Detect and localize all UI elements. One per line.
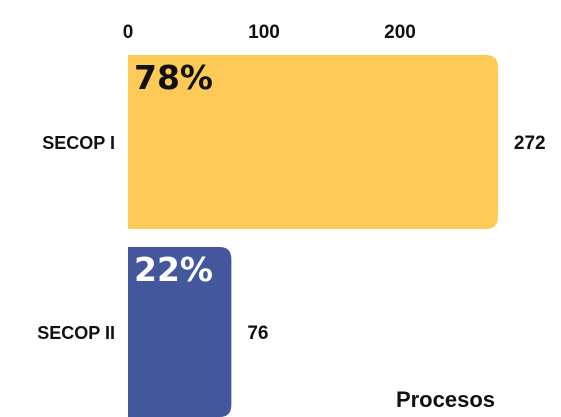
x-tick-label: 200 (384, 22, 416, 43)
bars-group (128, 55, 498, 417)
category-label: SECOP I (42, 133, 115, 153)
x-axis-title: Procesos (396, 387, 495, 412)
bar-percent-label: 78% (134, 58, 213, 97)
bar-percent-label: 22% (134, 250, 213, 289)
x-tick-label: 0 (123, 22, 134, 43)
category-label: SECOP II (37, 323, 115, 343)
bar-value-label: 272 (514, 133, 546, 154)
labels-group: 78% 272 SECOP I 22% 76 SECOP II (37, 58, 545, 344)
bar (128, 55, 498, 229)
x-axis-ticks: 0 100 200 (123, 22, 416, 43)
bar-value-label: 76 (247, 323, 268, 344)
x-tick-label: 100 (248, 22, 280, 43)
bar (128, 247, 232, 417)
